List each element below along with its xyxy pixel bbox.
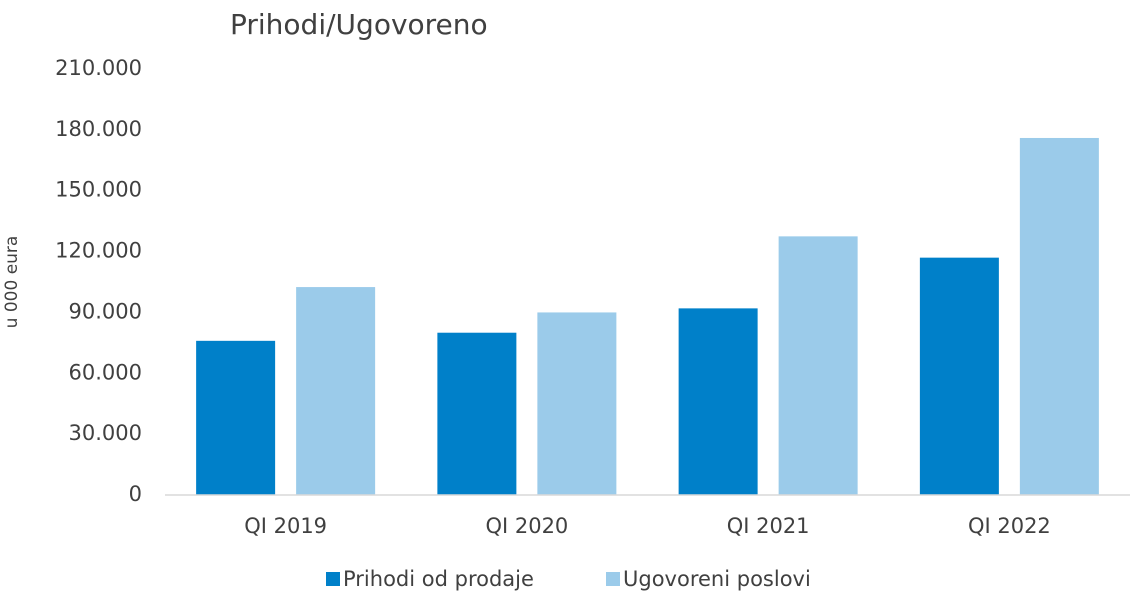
legend-swatch xyxy=(326,572,340,586)
bar xyxy=(437,332,517,495)
y-tick-label: 150.000 xyxy=(55,178,142,202)
chart-title: Prihodi/Ugovoreno xyxy=(230,8,488,41)
y-tick-label: 90.000 xyxy=(69,299,142,323)
y-tick-label: 0 xyxy=(129,482,142,506)
legend-label: Ugovoreni poslovi xyxy=(623,567,811,591)
y-axis-label: u 000 eura xyxy=(2,236,22,329)
bar xyxy=(1019,137,1099,495)
x-tick-label: QI 2021 xyxy=(727,514,810,538)
legend-label: Prihodi od prodaje xyxy=(343,567,534,591)
y-tick-label: 120.000 xyxy=(55,239,142,263)
x-tick-label: QI 2020 xyxy=(485,514,568,538)
y-tick-label: 180.000 xyxy=(55,117,142,141)
legend-swatch xyxy=(606,572,620,586)
x-tick-label: QI 2022 xyxy=(968,514,1051,538)
y-tick-label: 60.000 xyxy=(69,360,142,384)
bar xyxy=(537,312,617,495)
bar xyxy=(678,308,758,495)
y-tick-label: 30.000 xyxy=(69,421,142,445)
bar xyxy=(296,287,376,495)
bar xyxy=(196,340,276,495)
x-tick-label: QI 2019 xyxy=(244,514,327,538)
bar xyxy=(919,257,999,495)
bar xyxy=(778,236,858,495)
y-tick-label: 210.000 xyxy=(55,56,142,80)
